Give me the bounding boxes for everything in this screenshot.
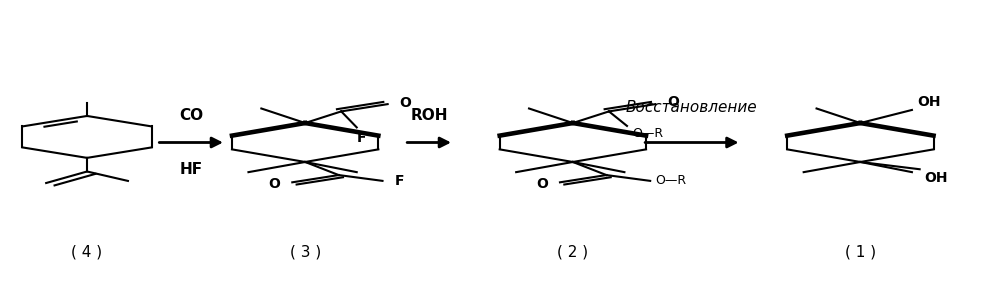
Text: O: O bbox=[667, 95, 679, 109]
Text: ( 3 ): ( 3 ) bbox=[289, 245, 321, 260]
Text: Восстановление: Восстановление bbox=[626, 99, 758, 115]
Text: ROH: ROH bbox=[411, 108, 448, 123]
Text: OH: OH bbox=[917, 95, 940, 109]
Text: HF: HF bbox=[179, 162, 202, 177]
Text: O—R: O—R bbox=[655, 174, 686, 187]
Text: F: F bbox=[395, 174, 404, 188]
Text: O: O bbox=[400, 96, 412, 110]
Text: O: O bbox=[536, 177, 548, 191]
Text: ( 1 ): ( 1 ) bbox=[844, 245, 876, 260]
Text: F: F bbox=[357, 131, 367, 145]
Text: ( 2 ): ( 2 ) bbox=[557, 245, 588, 260]
Text: ( 4 ): ( 4 ) bbox=[72, 245, 103, 260]
Text: O—R: O—R bbox=[632, 127, 663, 140]
Text: CO: CO bbox=[179, 108, 203, 123]
Text: OH: OH bbox=[924, 171, 948, 185]
Text: O: O bbox=[268, 177, 280, 191]
